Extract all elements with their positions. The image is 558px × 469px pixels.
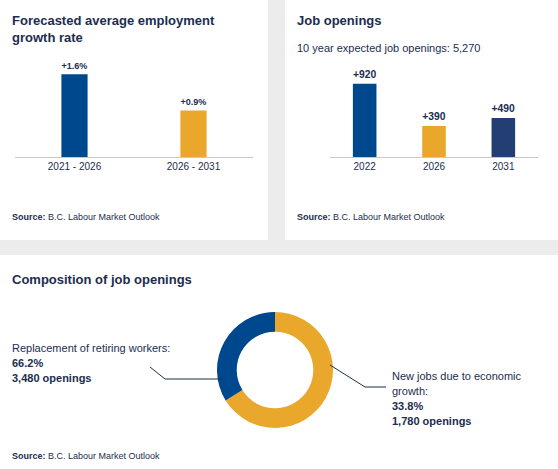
html-text:Job openings: Job openings (297, 13, 382, 28)
svg-text:2026: 2026 (423, 161, 446, 172)
html-text:Replacement of retiring worker: Replacement of retiring workers: (12, 342, 171, 354)
svg-text:2031: 2031 (492, 161, 515, 172)
svg-text:2021 - 2026: 2021 - 2026 (48, 161, 102, 172)
svg-text:+920: +920 (353, 69, 377, 80)
html-text:1,780 openings: 1,780 openings (392, 415, 472, 427)
html-text:Source: B.C. Labour Market Out: Source: B.C. Labour Market Outlook (12, 212, 160, 222)
html-text:10 year expected job openings:: 10 year expected job openings: 5,270 (297, 42, 481, 54)
html-text:3,480 openings: 3,480 openings (12, 372, 92, 384)
svg-text:2026 - 2031: 2026 - 2031 (167, 161, 221, 172)
svg-text:2022: 2022 (354, 161, 377, 172)
svg-text:+0.9%: +0.9% (180, 97, 206, 107)
html-text:66.2%: 66.2% (12, 357, 44, 369)
svg-text:+390: +390 (422, 111, 446, 122)
svg-text:+490: +490 (492, 103, 516, 114)
html-text:New jobs due to economic growt: New jobs due to economic growth: (392, 370, 521, 397)
html-text:Forecasted average employment: Forecasted average employment growth rat… (12, 13, 215, 45)
html-text:Source: B.C. Labour Market Out: Source: B.C. Labour Market Outlook (297, 212, 445, 222)
html-text:33.8%: 33.8% (392, 400, 424, 412)
svg-text:+1.6%: +1.6% (61, 61, 87, 71)
html-text:Source: B.C. Labour Market Out: Source: B.C. Labour Market Outlook (12, 451, 160, 461)
html-text:Composition of job openings: Composition of job openings (12, 272, 192, 287)
